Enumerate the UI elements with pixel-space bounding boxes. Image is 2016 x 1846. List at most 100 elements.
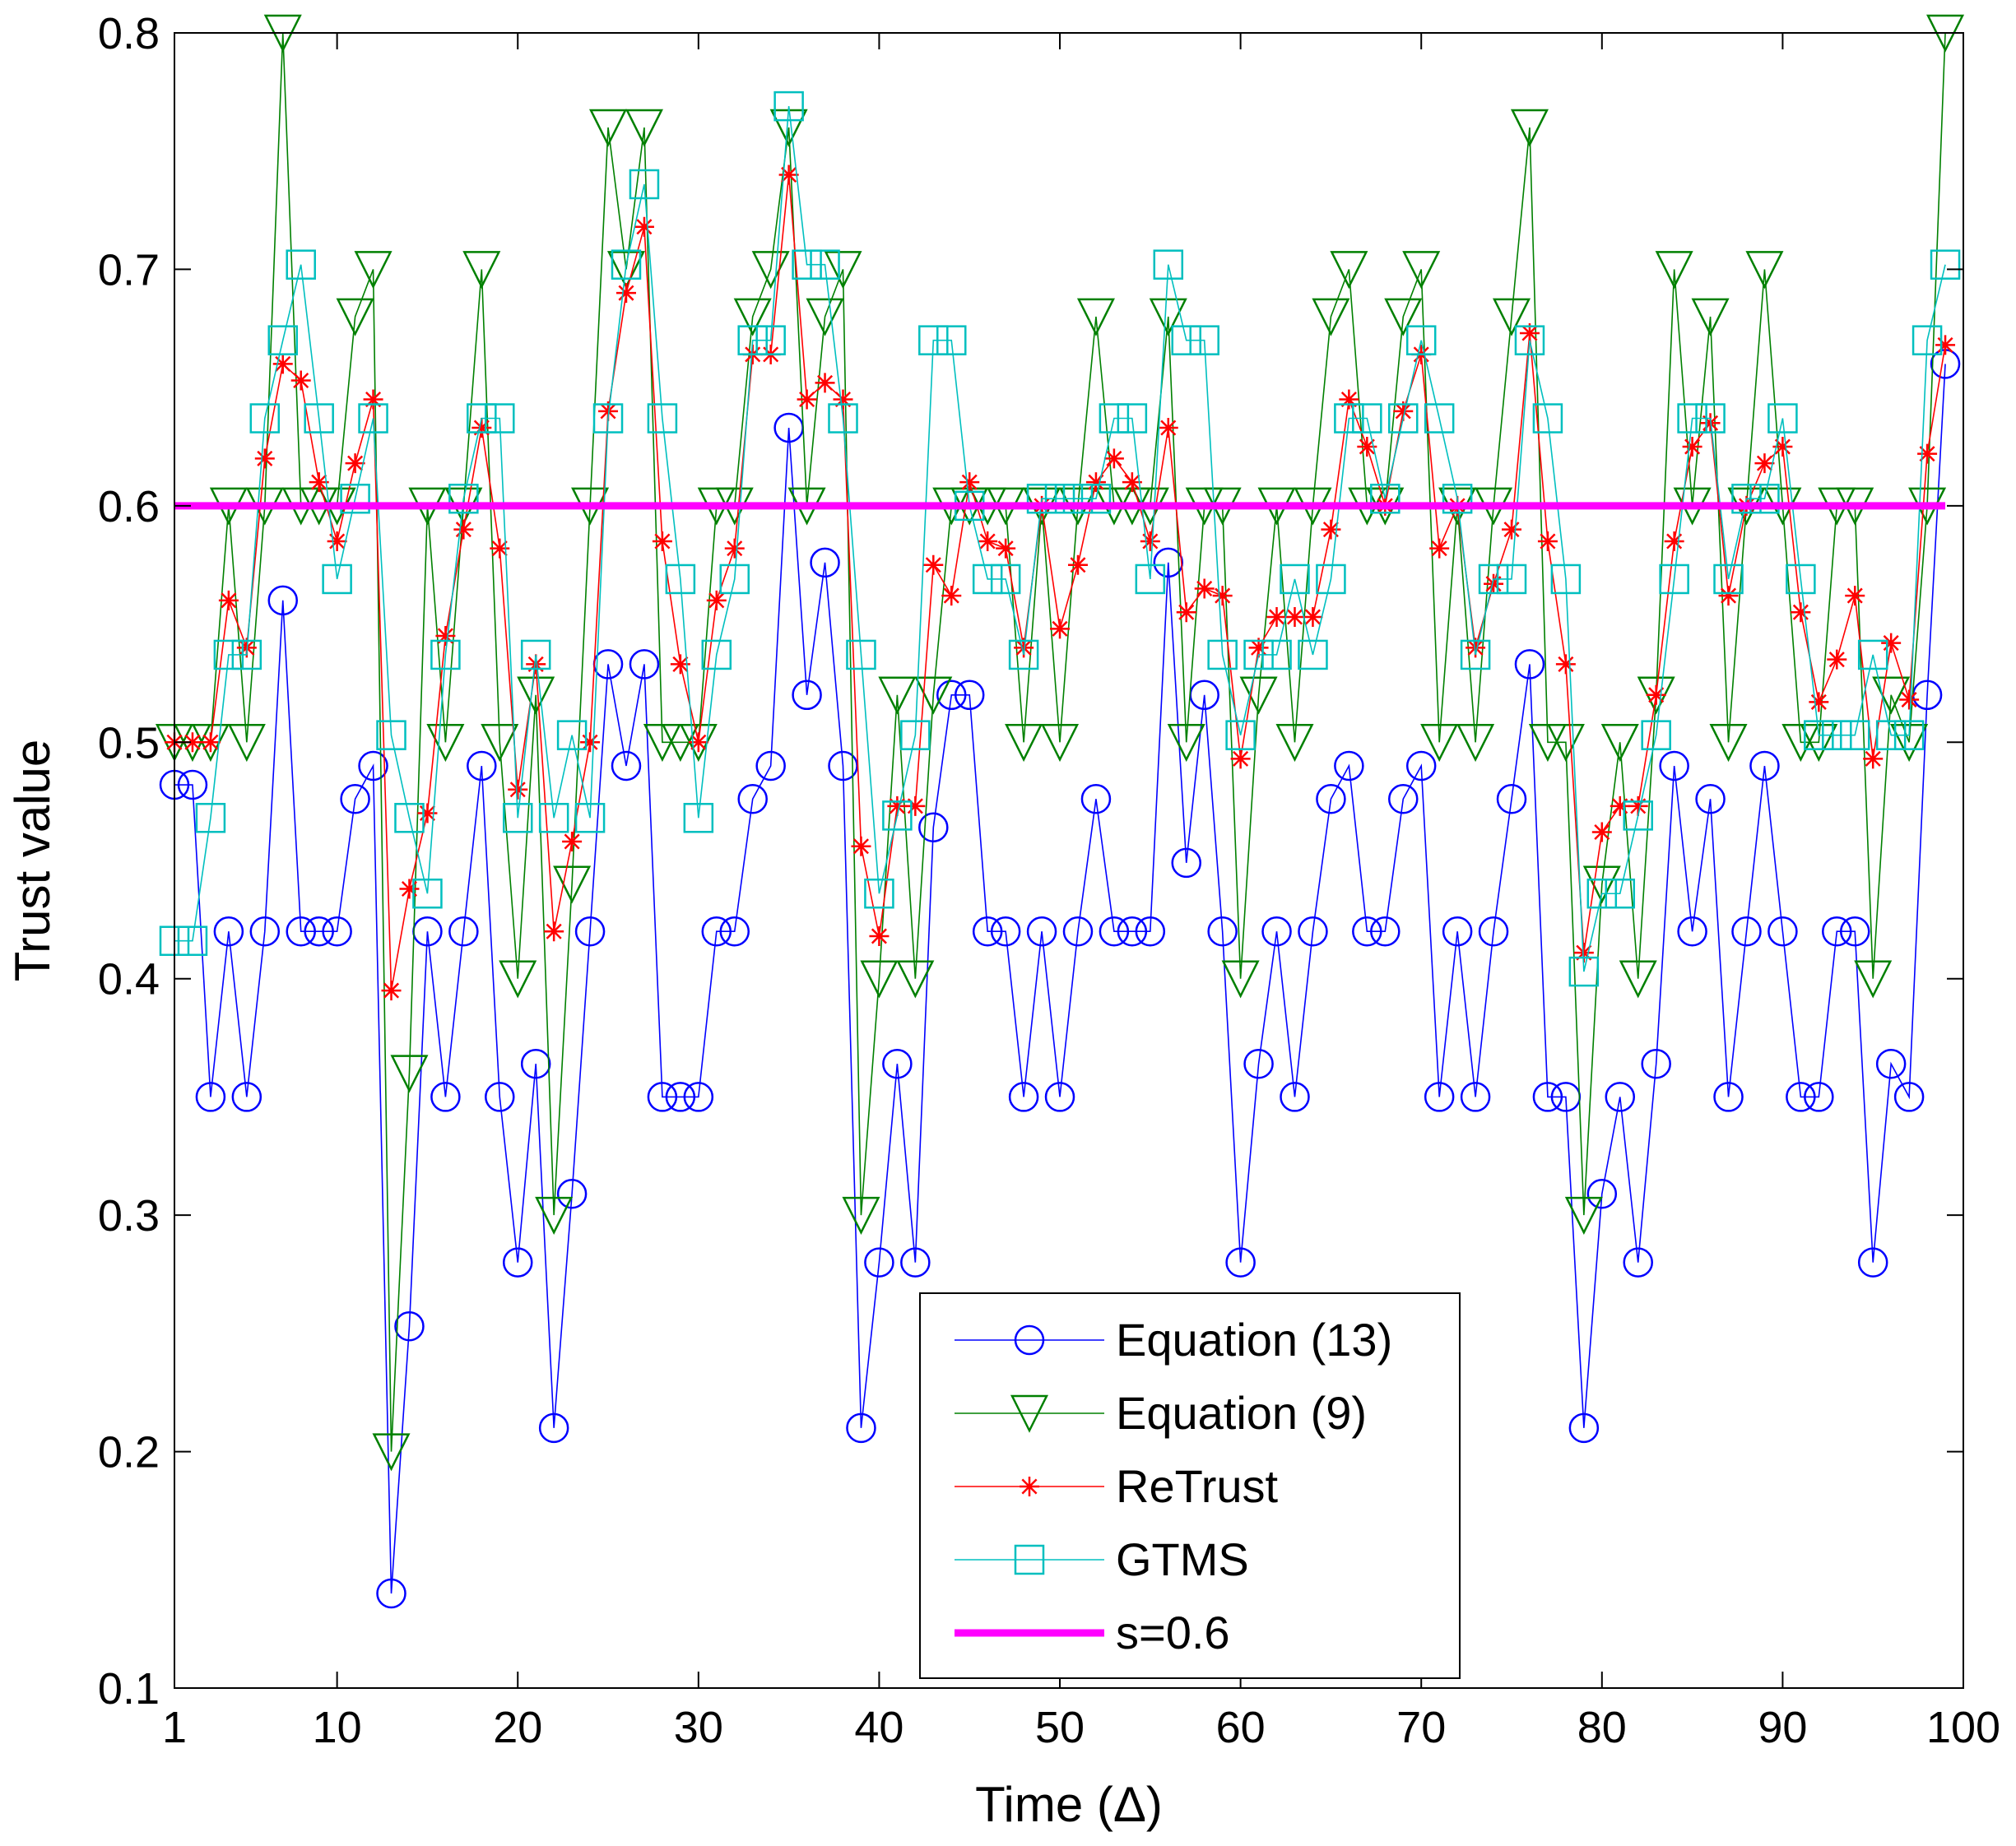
series-2-point xyxy=(1176,602,1196,623)
series-2-point xyxy=(490,538,510,559)
series-1-point xyxy=(1420,724,1459,763)
series-2-point xyxy=(1429,538,1450,559)
y-axis-label: Trust value xyxy=(5,740,60,982)
series-2-point xyxy=(1466,638,1486,658)
series-0-point xyxy=(1334,750,1364,782)
series-3-point xyxy=(665,564,696,595)
series-2-point xyxy=(833,389,853,410)
series-3-point xyxy=(1930,249,1961,280)
series-3-point xyxy=(972,564,1003,595)
series-1-point xyxy=(372,1433,411,1472)
series-0-point xyxy=(846,1412,876,1444)
series-0-point xyxy=(792,679,822,711)
legend-swatch-marker xyxy=(1010,1394,1049,1433)
series-3-point xyxy=(1695,403,1726,434)
series-2-point xyxy=(309,472,329,493)
series-3-point xyxy=(394,803,425,833)
x-tick-label: 90 xyxy=(1758,1703,1807,1752)
series-0-point xyxy=(177,769,208,800)
series-3-point xyxy=(1767,403,1798,434)
series-3-line xyxy=(174,106,1946,972)
series-3-point xyxy=(304,403,334,434)
series-2-point xyxy=(1718,586,1739,606)
series-1-point xyxy=(1275,724,1314,763)
series-0-point xyxy=(448,916,479,947)
series-3-point xyxy=(1478,564,1509,595)
series-3-point xyxy=(828,403,858,434)
series-3-point xyxy=(1316,564,1346,595)
legend-label: Equation (9) xyxy=(1116,1387,1367,1439)
series-3-group xyxy=(159,90,1961,987)
series-2-point xyxy=(851,836,871,856)
series-3-point xyxy=(1532,403,1563,434)
series-3-point xyxy=(177,925,208,956)
series-3-point xyxy=(1225,720,1256,750)
series-2-point xyxy=(1502,519,1522,540)
series-2-point xyxy=(272,354,293,374)
series-0-point xyxy=(1839,916,1870,947)
series-1-point xyxy=(535,1196,574,1235)
series-1-point xyxy=(1600,724,1639,763)
series-1-point xyxy=(589,109,628,147)
series-0-point xyxy=(1749,750,1780,782)
series-2-point xyxy=(1845,586,1865,606)
series-0-point xyxy=(286,916,316,947)
series-2-point xyxy=(182,732,202,753)
series-3-point xyxy=(1786,564,1816,595)
series-3-point xyxy=(485,403,515,434)
series-0-point xyxy=(1171,847,1201,879)
series-0-point xyxy=(737,784,768,814)
series-0-point xyxy=(665,1082,696,1112)
series-2-point xyxy=(905,795,926,816)
series-2-point xyxy=(598,401,619,421)
series-2-point xyxy=(1393,401,1414,421)
series-0-point xyxy=(1804,1082,1834,1112)
series-0-point xyxy=(1316,784,1346,814)
series-3-point xyxy=(1857,639,1888,670)
series-3-point xyxy=(846,639,876,670)
series-2-point xyxy=(1085,472,1106,493)
series-3-point xyxy=(1261,639,1292,670)
series-2-point xyxy=(453,519,474,540)
x-tick-label: 50 xyxy=(1035,1703,1085,1752)
series-3-point xyxy=(195,803,226,833)
series-0-point xyxy=(340,784,370,814)
series-0-point xyxy=(1605,1082,1636,1112)
series-2-point xyxy=(1140,531,1160,551)
series-3-point xyxy=(755,325,786,355)
series-2-point xyxy=(615,283,636,304)
series-1-point xyxy=(1619,960,1657,999)
series-0-point xyxy=(1695,784,1726,814)
series-0-point xyxy=(936,679,967,711)
series-2-point xyxy=(363,389,383,410)
series-3-point xyxy=(1875,720,1907,750)
series-3-point xyxy=(1189,325,1219,355)
series-0-point xyxy=(1370,916,1401,947)
series-1-point xyxy=(896,960,935,999)
series-0-point xyxy=(1062,916,1094,947)
series-2-point xyxy=(1646,684,1666,705)
series-2-point xyxy=(1555,654,1576,675)
series-0-point xyxy=(810,547,840,578)
series-0-point xyxy=(304,916,334,947)
series-2-point xyxy=(634,216,654,237)
series-3-point xyxy=(1062,483,1094,514)
series-0-point xyxy=(1298,916,1328,947)
series-3-point xyxy=(647,403,678,434)
series-0-point xyxy=(1677,916,1707,947)
series-3-point xyxy=(412,878,443,909)
series-0-point xyxy=(882,1048,913,1079)
series-0-point xyxy=(502,1247,533,1278)
series-0-point xyxy=(719,916,750,947)
series-1-point xyxy=(1040,724,1080,763)
series-2-point xyxy=(1591,822,1612,842)
series-3-point xyxy=(1280,564,1310,595)
series-3-point xyxy=(1677,403,1707,434)
series-1-point xyxy=(1149,298,1187,336)
series-0-point xyxy=(1135,916,1166,947)
series-2-point xyxy=(1772,437,1793,457)
series-1-point xyxy=(625,109,663,147)
y-tick-label: 0.1 xyxy=(98,1664,160,1714)
legend-swatch-marker xyxy=(1020,1477,1039,1496)
series-3-point xyxy=(1334,403,1364,434)
